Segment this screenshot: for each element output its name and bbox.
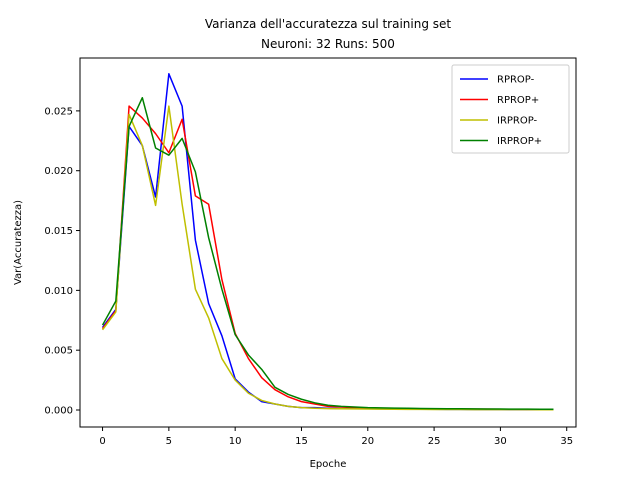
y-axis-label: Var(Accuratezza)	[13, 200, 24, 285]
y-tick-label: 0.005	[44, 346, 73, 357]
plot-frame	[79, 57, 577, 428]
y-tick-label: 0.000	[44, 406, 73, 417]
legend: RPROP- RPROP+ IRPROP- IRPROP+	[451, 64, 570, 154]
x-tick-label: 0	[99, 436, 105, 447]
x-tick-label: 10	[229, 436, 242, 447]
legend-entry-label: IRPROP-	[497, 116, 538, 127]
series-lines	[101, 73, 554, 411]
chart-title: Varianza dell'accuratezza sul training s…	[205, 17, 452, 51]
y-tick-label: 0.015	[44, 226, 73, 237]
legend-box	[451, 64, 570, 154]
x-tick-label: 5	[166, 436, 172, 447]
y-axis: 0.000 0.005 0.010 0.015 0.020 0.025	[44, 106, 80, 417]
x-axis-label: Epoche	[310, 459, 347, 470]
chart-title-line: Neuroni: 32 Runs: 500	[261, 37, 395, 51]
y-tick-label: 0.025	[44, 106, 73, 117]
series-line-irprop+	[101, 96, 554, 411]
legend-entry-label: RPROP+	[497, 95, 539, 106]
x-tick-label: 30	[494, 436, 507, 447]
x-tick-label: 25	[428, 436, 441, 447]
y-tick-label: 0.020	[44, 166, 73, 177]
chart-title-line: Varianza dell'accuratezza sul training s…	[205, 17, 452, 31]
legend-entry-label: RPROP-	[497, 75, 535, 86]
x-axis: 0 5 10 15 20 25 30 35	[99, 427, 573, 447]
x-tick-label: 35	[560, 436, 573, 447]
x-tick-label: 20	[361, 436, 374, 447]
y-tick-label: 0.010	[44, 286, 73, 297]
x-tick-label: 15	[295, 436, 308, 447]
legend-entry-label: IRPROP+	[497, 136, 542, 147]
